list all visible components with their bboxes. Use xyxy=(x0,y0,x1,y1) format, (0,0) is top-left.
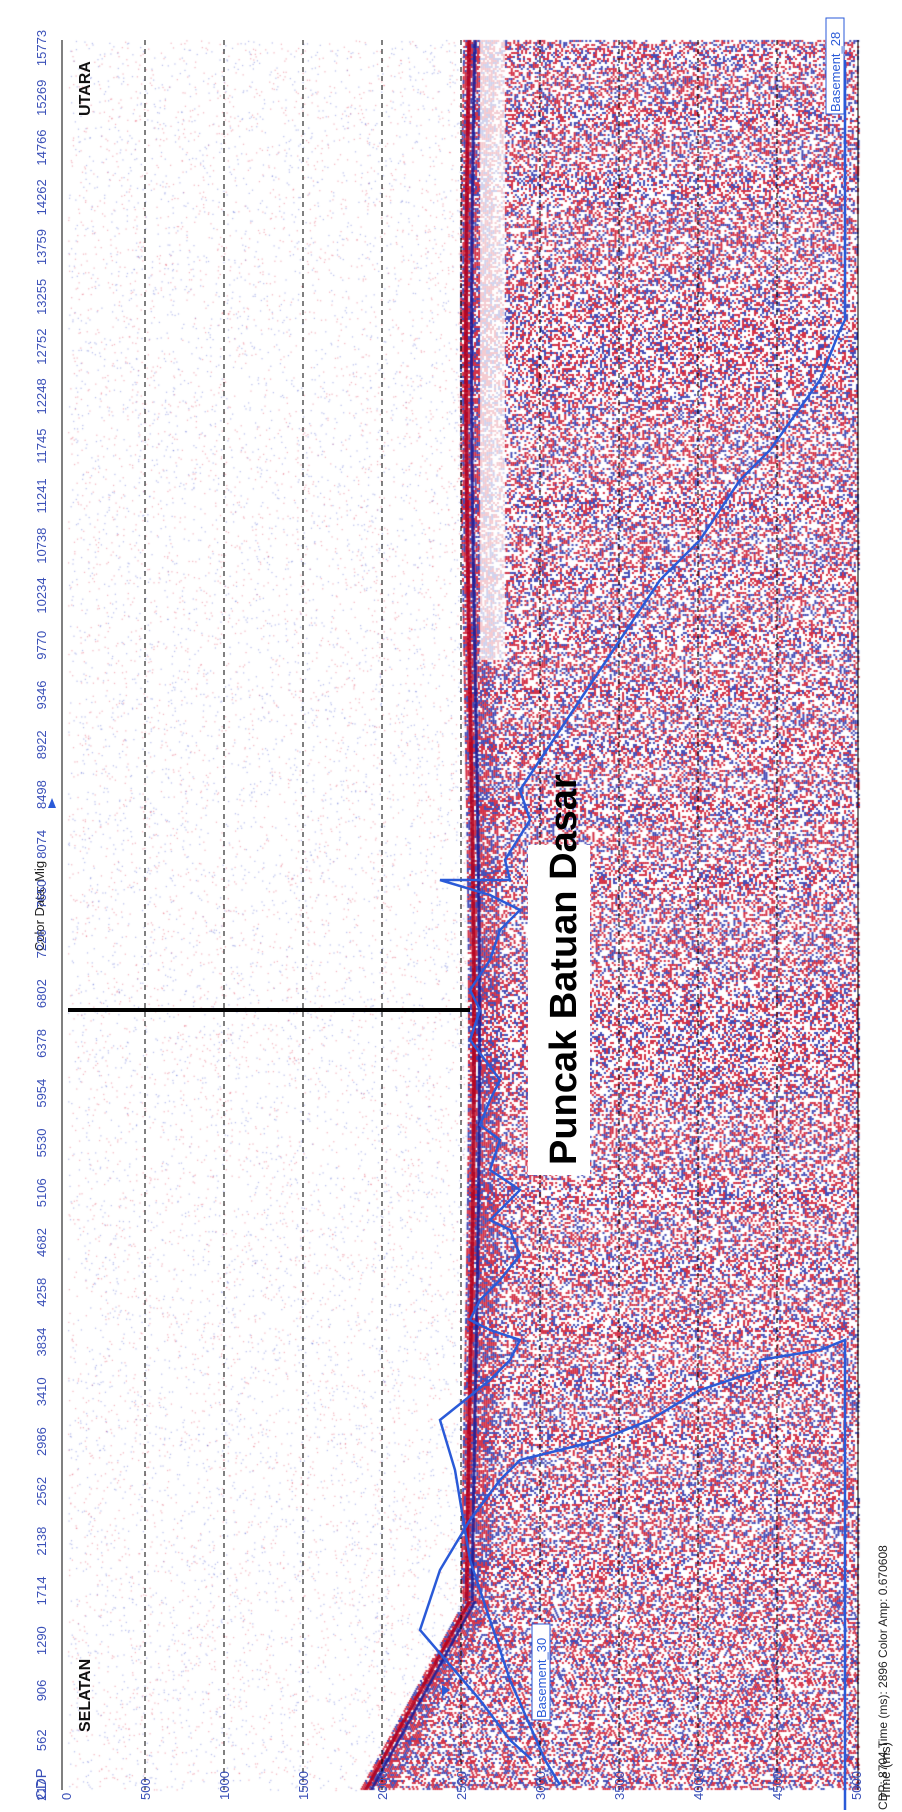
cdp-tick-label: 562 xyxy=(34,1729,49,1751)
horizon-label-box-right xyxy=(825,17,845,115)
cdp-tick-label: 13255 xyxy=(34,279,49,315)
cdp-tick-label: 6378 xyxy=(34,1029,49,1058)
time-tick-label: 3500 xyxy=(612,1771,627,1800)
cdp-tick-label: 13759 xyxy=(34,229,49,265)
horizon-callout-box xyxy=(528,845,590,1175)
color-data-title: Color Data: Mig xyxy=(32,861,47,951)
south-direction-label: SELATAN xyxy=(77,1659,94,1732)
cdp-tick-label: 15269 xyxy=(34,80,49,116)
cdp-tick-labels: 217 562 906 1290 1714 2138 2562 2986 3410 3834 425… xyxy=(34,30,49,1801)
time-tick-label: 500 xyxy=(138,1778,153,1800)
horizon-label-box-left xyxy=(531,1623,551,1721)
cdp-tick-label: 3834 xyxy=(34,1328,49,1357)
cdp-tick-label: 10234 xyxy=(34,577,49,613)
time-tick-label: 4500 xyxy=(770,1771,785,1800)
cdp-tick-label: 217 xyxy=(34,1779,49,1801)
status-readout: CDP: 8704 Time (ms): 2896 Color Amp: 0.6… xyxy=(876,1545,890,1810)
cdp-tick-label: 12752 xyxy=(34,329,49,365)
time-tick-label: 1000 xyxy=(217,1771,232,1800)
cdp-tick-label: 5106 xyxy=(34,1178,49,1207)
cdp-tick-label: 6802 xyxy=(34,979,49,1008)
basement-horizon-line-main[interactable] xyxy=(438,60,847,1786)
horizon-handle-top[interactable] xyxy=(48,798,56,808)
cdp-tick-label: 8922 xyxy=(34,730,49,759)
time-tick-label: 0 xyxy=(59,1793,74,1800)
cdp-tick-label: 2986 xyxy=(34,1427,49,1456)
cdp-tick-label: 906 xyxy=(34,1680,49,1702)
north-direction-label: UTARA xyxy=(77,61,94,116)
time-tick-label: 2500 xyxy=(454,1771,469,1800)
cdp-tick-label: 11241 xyxy=(34,478,49,513)
horizon-callout-label: Puncak Batuan Dasar xyxy=(543,774,585,1165)
cdp-tick-label: 4258 xyxy=(34,1278,49,1307)
cdp-tick-label: 14766 xyxy=(34,129,49,165)
time-tick-label: 5000 xyxy=(849,1771,864,1800)
basement-horizon-line[interactable] xyxy=(418,1338,847,1810)
time-grid-lines xyxy=(144,40,778,1790)
cdp-tick-label: 9770 xyxy=(34,631,49,660)
cdp-axis-label: CDP xyxy=(33,1768,50,1800)
horizon-label-left: Basement_30 xyxy=(534,1638,549,1718)
cdp-tick-label: 3410 xyxy=(34,1377,49,1406)
cdp-tick-label: 1714 xyxy=(34,1576,49,1605)
cdp-tick-label: 14262 xyxy=(34,179,49,215)
time-tick-label: 1500 xyxy=(296,1771,311,1800)
cdp-tick-label: 2138 xyxy=(34,1527,49,1556)
cdp-tick-label: 4682 xyxy=(34,1228,49,1257)
cdp-tick-label: 8498 xyxy=(34,780,49,809)
time-tick-labels: 0 500 1000 1500 2000 2500 3000 3500 4000 4500 5000 xyxy=(59,1771,864,1800)
cdp-tick-label: 5530 xyxy=(34,1129,49,1158)
horizon-label-right: Basement_28 xyxy=(828,32,843,112)
cdp-tick-label: 9346 xyxy=(34,681,49,710)
cdp-tick-label: 15773 xyxy=(34,30,49,66)
cdp-tick-label: 1290 xyxy=(34,1626,49,1655)
cdp-tick-label: 11745 xyxy=(34,429,49,464)
time-tick-label: 3000 xyxy=(533,1771,548,1800)
cdp-tick-label: 7650 xyxy=(34,880,49,909)
time-tick-label: 4000 xyxy=(691,1771,706,1800)
cdp-tick-label: 8074 xyxy=(34,830,49,859)
cdp-tick-label: 2562 xyxy=(34,1477,49,1506)
cdp-tick-label: 7226 xyxy=(34,929,49,958)
cdp-tick-label: 12248 xyxy=(34,378,49,414)
time-axis-label: Time (ms) xyxy=(878,1742,893,1800)
horizon-handle-left[interactable] xyxy=(442,1685,450,1696)
cdp-tick-label: 10738 xyxy=(34,528,49,564)
time-tick-label: 2000 xyxy=(375,1771,390,1800)
cdp-tick-label: 5954 xyxy=(34,1079,49,1108)
